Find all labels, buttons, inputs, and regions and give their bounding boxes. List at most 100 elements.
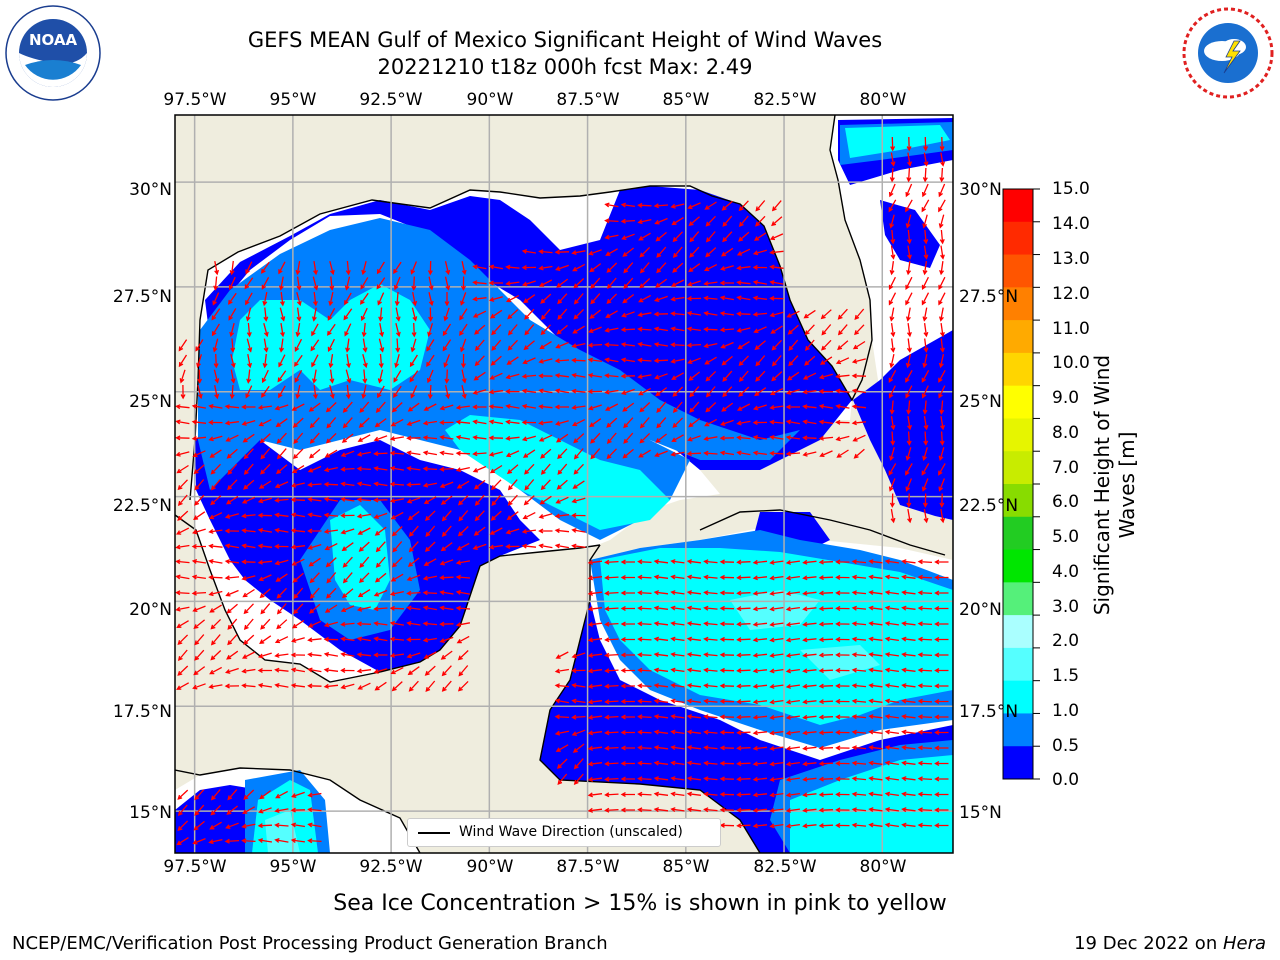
wave-direction-arrow: [175, 419, 190, 425]
wave-direction-arrow: [461, 261, 467, 276]
wave-direction-arrow: [312, 385, 318, 400]
wave-direction-arrow: [889, 167, 895, 183]
wave-direction-arrow: [291, 619, 305, 629]
wave-direction-arrow: [341, 588, 354, 599]
wave-direction-arrow: [244, 277, 254, 290]
wave-direction-arrow: [241, 419, 256, 426]
wave-direction-arrow: [906, 136, 912, 152]
wave-direction-arrow: [752, 404, 767, 411]
wave-direction-arrow: [309, 572, 320, 584]
wave-direction-arrow: [373, 636, 388, 642]
wave-direction-arrow: [573, 773, 584, 785]
wave-direction-arrow: [554, 698, 570, 704]
wave-direction-arrow: [241, 528, 256, 534]
wave-direction-arrow: [373, 451, 388, 457]
wave-direction-arrow: [901, 636, 916, 642]
wave-direction-arrow: [389, 590, 404, 597]
wave-direction-arrow: [373, 606, 388, 612]
wave-direction-arrow: [356, 636, 372, 642]
wave-direction-arrow: [427, 384, 433, 400]
wave-direction-arrow: [522, 357, 536, 365]
wave-direction-arrow: [307, 512, 322, 518]
wave-direction-arrow: [835, 822, 850, 828]
wave-direction-arrow: [177, 820, 189, 832]
wave-direction-arrow: [177, 494, 188, 507]
wave-direction-arrow: [851, 590, 867, 596]
wave-direction-arrow: [341, 542, 354, 552]
wave-direction-arrow: [703, 342, 718, 349]
wave-direction-arrow: [175, 527, 190, 535]
wave-direction-arrow: [703, 807, 718, 813]
wave-direction-arrow: [178, 339, 188, 352]
wave-direction-arrow: [890, 323, 896, 338]
wave-direction-arrow: [296, 276, 302, 291]
wave-direction-arrow: [604, 559, 619, 565]
wave-direction-arrow: [196, 354, 203, 368]
wave-direction-arrow: [906, 229, 912, 245]
wave-direction-arrow: [755, 215, 766, 227]
wave-direction-arrow: [291, 403, 305, 411]
wave-direction-arrow: [540, 324, 551, 336]
wave-direction-arrow: [261, 369, 269, 384]
lon-label-top: 87.5°W: [556, 90, 620, 110]
wave-direction-arrow: [917, 574, 933, 580]
wave-direction-arrow: [422, 466, 438, 472]
wave-direction-arrow: [686, 559, 701, 565]
wave-direction-arrow: [752, 295, 768, 301]
wave-direction-arrow: [934, 699, 949, 704]
wave-direction-arrow: [571, 527, 586, 533]
wave-direction-arrow: [637, 312, 652, 318]
wave-direction-arrow: [213, 369, 220, 384]
wave-direction-arrow: [246, 369, 252, 384]
wave-direction-arrow: [637, 218, 652, 225]
wave-direction-arrow: [224, 513, 239, 519]
wave-direction-arrow: [357, 434, 371, 442]
wave-direction-arrow: [655, 278, 668, 288]
wave-direction-arrow: [391, 681, 403, 692]
wave-direction-arrow: [901, 791, 916, 797]
wave-direction-arrow: [938, 463, 946, 476]
wave-direction-arrow: [837, 340, 849, 351]
wave-direction-arrow: [670, 311, 685, 317]
wave-direction-arrow: [621, 311, 635, 318]
wave-direction-arrow: [835, 791, 850, 797]
wave-direction-arrow: [424, 510, 436, 522]
wave-direction-arrow: [521, 248, 537, 254]
wave-direction-arrow: [178, 354, 188, 368]
wave-direction-arrow: [719, 590, 735, 596]
wave-direction-arrow: [439, 466, 454, 472]
wave-direction-arrow: [356, 652, 372, 658]
wave-direction-arrow: [373, 668, 388, 674]
wave-direction-arrow: [917, 559, 933, 565]
wave-direction-arrow: [274, 636, 289, 644]
wave-direction-arrow: [719, 636, 735, 642]
wave-direction-arrow: [555, 651, 569, 659]
wave-direction-arrow: [555, 496, 569, 504]
wave-direction-arrow: [670, 574, 685, 580]
wave-direction-arrow: [938, 183, 946, 198]
wave-direction-arrow: [670, 279, 685, 287]
wave-direction-arrow: [375, 541, 386, 553]
wave-direction-arrow: [422, 605, 438, 611]
wave-direction-arrow: [851, 574, 867, 580]
wave-direction-arrow: [359, 556, 370, 569]
wave-direction-arrow: [818, 652, 834, 658]
wave-direction-arrow: [406, 466, 421, 472]
wave-direction-arrow: [785, 451, 801, 457]
wave-direction-arrow: [606, 277, 617, 290]
wave-direction-arrow: [177, 479, 188, 491]
svg-text:NOAA: NOAA: [29, 31, 78, 49]
wave-direction-arrow: [439, 559, 454, 566]
wave-direction-arrow: [554, 388, 570, 394]
wave-direction-arrow: [260, 463, 271, 475]
wave-direction-arrow: [329, 261, 335, 276]
lon-label-top: 95°W: [269, 90, 317, 110]
wave-direction-arrow: [835, 776, 850, 782]
wave-direction-arrow: [279, 338, 285, 353]
wave-direction-arrow: [357, 682, 371, 690]
wave-direction-arrow: [257, 838, 273, 844]
wave-direction-arrow: [538, 265, 553, 271]
wave-direction-arrow: [257, 404, 272, 410]
colorbar-segment: [1003, 320, 1033, 354]
wave-direction-arrow: [738, 355, 749, 367]
